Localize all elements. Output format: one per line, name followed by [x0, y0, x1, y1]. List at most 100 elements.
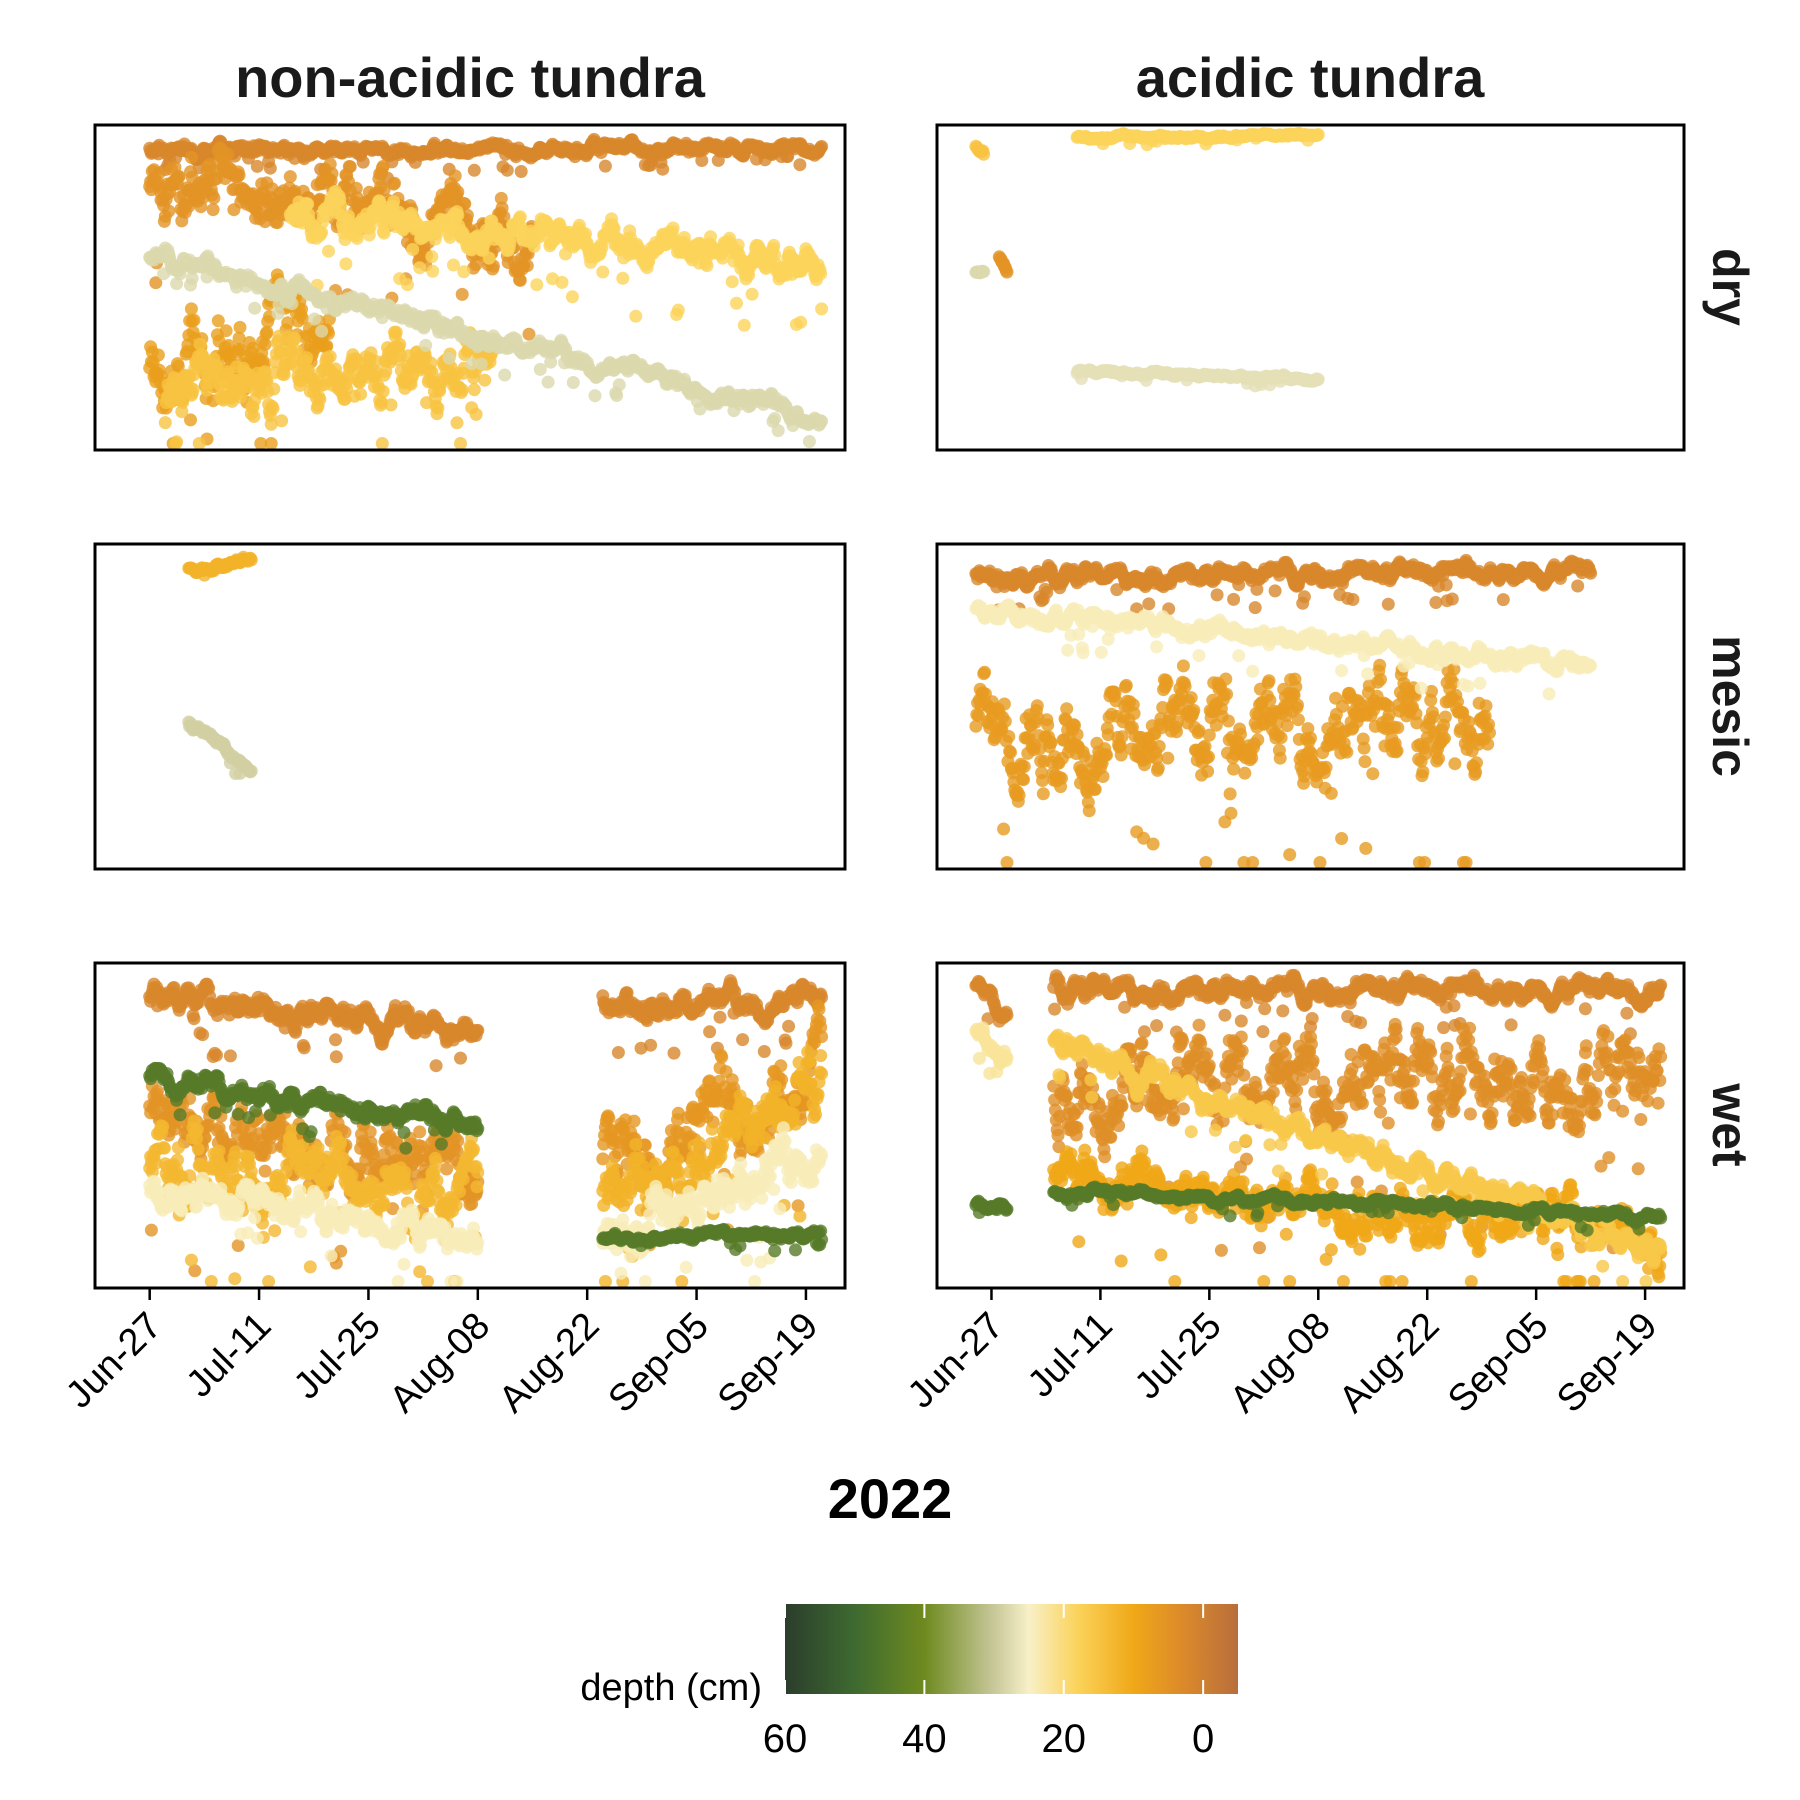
data-point — [998, 714, 1012, 728]
data-point — [184, 150, 198, 164]
data-point — [520, 259, 534, 273]
data-point — [1311, 372, 1325, 386]
data-point — [442, 351, 456, 365]
data-point — [541, 375, 555, 389]
data-point — [498, 368, 512, 382]
data-point — [192, 437, 206, 450]
data-point — [513, 273, 527, 287]
data-point — [467, 383, 481, 397]
data-point — [1142, 597, 1156, 611]
data-point — [1000, 265, 1014, 279]
data-point — [425, 250, 439, 264]
data-point — [232, 331, 246, 345]
data-point — [375, 437, 389, 450]
data-point — [1238, 766, 1252, 780]
data-point — [313, 393, 327, 406]
data-point — [170, 277, 184, 291]
data-point — [234, 390, 248, 404]
data-point — [207, 191, 221, 205]
data-point — [389, 325, 403, 339]
data-point — [1227, 592, 1241, 606]
data-point — [767, 238, 781, 252]
data-point — [1234, 727, 1247, 741]
data-point — [233, 320, 247, 334]
data-point — [1221, 714, 1235, 728]
data-point — [162, 204, 176, 218]
data-point — [187, 313, 201, 327]
data-point — [315, 324, 329, 338]
data-point — [1187, 703, 1201, 717]
data-point — [264, 437, 278, 450]
data-point — [170, 435, 184, 449]
data-point — [334, 199, 348, 212]
panel-acidic-dry-points — [969, 127, 1325, 393]
data-point — [149, 276, 163, 290]
data-point — [350, 231, 364, 245]
data-point — [425, 365, 439, 379]
data-point — [254, 437, 268, 450]
data-point — [1055, 771, 1068, 785]
data-point — [666, 221, 680, 235]
data-point — [1250, 582, 1264, 596]
data-point — [288, 332, 302, 346]
data-point — [308, 312, 322, 326]
data-point — [349, 181, 363, 195]
data-point — [206, 203, 220, 217]
data-point — [447, 258, 460, 272]
data-point — [1445, 592, 1459, 606]
data-point — [793, 158, 807, 172]
data-point — [731, 238, 745, 252]
row-label-wet: wet — [1702, 1082, 1758, 1167]
data-point — [266, 402, 280, 415]
data-point — [1270, 717, 1284, 730]
data-point — [482, 251, 496, 265]
data-point — [419, 338, 433, 352]
data-point — [815, 302, 829, 316]
data-point — [997, 697, 1011, 711]
data-point — [448, 169, 462, 183]
column-title-non-acidic: non-acidic tundra — [235, 46, 706, 109]
data-point — [1571, 579, 1585, 593]
data-point — [460, 208, 474, 222]
data-point — [285, 297, 299, 311]
data-point — [260, 325, 274, 339]
data-point — [354, 387, 368, 401]
data-point — [1152, 739, 1166, 753]
data-point — [393, 337, 407, 351]
data-point — [1178, 680, 1192, 693]
data-point — [494, 191, 508, 205]
data-point — [281, 316, 295, 330]
data-point — [1170, 725, 1183, 739]
panel-non-acidic-mesic-points — [182, 550, 258, 780]
data-point — [300, 351, 314, 365]
data-point — [1263, 693, 1277, 707]
data-point — [1381, 597, 1395, 611]
data-point — [184, 302, 198, 316]
data-point — [500, 163, 514, 177]
data-point — [1012, 788, 1026, 802]
data-point — [977, 265, 991, 279]
data-point — [211, 314, 225, 328]
data-point — [497, 210, 511, 224]
data-point — [1114, 748, 1128, 762]
data-point — [768, 412, 782, 425]
data-point — [1429, 596, 1443, 609]
data-point — [406, 243, 420, 256]
data-point — [185, 271, 199, 285]
data-point — [272, 329, 286, 343]
data-point — [474, 357, 488, 371]
data-point — [388, 176, 401, 190]
data-point — [289, 344, 303, 358]
data-point — [997, 822, 1011, 836]
data-point — [1248, 601, 1262, 615]
data-point — [1161, 751, 1175, 765]
panel-non-acidic-dry-points — [143, 132, 829, 450]
data-point — [1202, 728, 1216, 742]
data-point — [151, 348, 165, 362]
data-point — [342, 160, 356, 173]
data-point — [1297, 590, 1311, 604]
data-point — [522, 327, 536, 341]
data-point — [465, 357, 479, 371]
data-point — [176, 395, 190, 409]
